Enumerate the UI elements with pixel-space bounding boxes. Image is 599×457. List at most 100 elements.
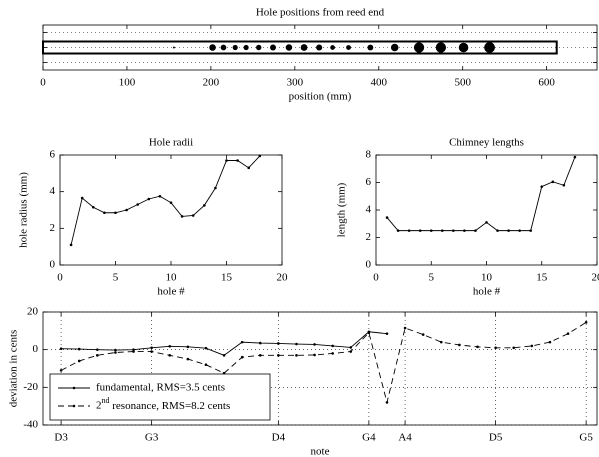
point <box>418 229 422 232</box>
point <box>258 341 262 345</box>
y-tick-label: 20 <box>27 306 39 318</box>
point <box>69 243 73 247</box>
point <box>186 345 190 349</box>
point <box>136 203 139 206</box>
x-tick-label: D5 <box>489 432 503 444</box>
y-tick-label: 0 <box>50 259 56 271</box>
point <box>331 344 334 348</box>
point <box>132 348 135 351</box>
y-tick-label: 0 <box>33 343 39 355</box>
point <box>441 229 444 232</box>
point <box>277 354 280 357</box>
hole <box>390 43 399 52</box>
y-tick-label: 0 <box>366 259 372 271</box>
axes-frame <box>42 311 598 426</box>
point <box>407 229 411 232</box>
legend-marker <box>72 404 76 408</box>
point <box>349 350 353 353</box>
point <box>258 354 262 357</box>
hole <box>256 44 262 51</box>
x-tick-label: G4 <box>362 432 376 444</box>
y-axis-label: hole radius (mm) <box>18 172 30 248</box>
point <box>240 340 244 344</box>
x-tick-label: 0 <box>40 77 46 89</box>
point <box>214 186 217 190</box>
point <box>584 321 588 324</box>
point <box>507 229 510 232</box>
point <box>114 351 117 354</box>
point <box>96 348 99 351</box>
x-tick-label: 5 <box>429 272 435 284</box>
axes-frame <box>375 154 598 266</box>
point <box>485 221 488 224</box>
point <box>573 155 577 159</box>
point <box>59 347 63 351</box>
point <box>540 185 544 188</box>
point <box>385 332 389 335</box>
y-tick-label: 6 <box>50 149 56 161</box>
x-tick-label: 200 <box>203 77 220 89</box>
point <box>247 166 250 170</box>
y-axis-label: deviation in cents <box>8 330 20 408</box>
point <box>429 229 433 232</box>
point <box>222 354 226 357</box>
point <box>474 229 477 232</box>
x-tick-label: 20 <box>592 272 599 284</box>
axes-frame <box>59 154 283 266</box>
y-tick-label: 6 <box>366 176 372 188</box>
point <box>313 343 316 346</box>
point <box>551 180 555 184</box>
point <box>114 348 117 352</box>
point <box>331 352 334 355</box>
hole <box>413 42 425 53</box>
point <box>530 344 534 348</box>
point <box>150 350 153 353</box>
x-tick-label: A4 <box>398 432 412 444</box>
point <box>103 211 106 215</box>
x-axis-label: note <box>311 446 330 457</box>
point <box>548 340 552 344</box>
series-line <box>61 331 388 356</box>
series-line <box>70 155 261 245</box>
x-tick-label: 600 <box>538 77 555 89</box>
point <box>158 194 162 198</box>
y-tick-label: 8 <box>366 149 372 161</box>
series-line <box>386 156 576 232</box>
legend-label: 2nd resonance, RMS=8.2 cents <box>96 396 230 411</box>
point <box>59 369 63 372</box>
point <box>203 204 206 207</box>
x-tick-label: G5 <box>579 432 593 444</box>
point <box>518 229 521 232</box>
y-tick-label: 4 <box>50 185 56 197</box>
chart: Hole positions from reed end 0 100 200 300 40… <box>40 7 598 103</box>
point <box>403 326 407 330</box>
hole <box>484 42 495 53</box>
x-axis-label: position (mm) <box>289 91 352 103</box>
point <box>80 196 84 200</box>
x-tick-label: 15 <box>536 272 548 284</box>
point <box>463 229 466 232</box>
point <box>77 347 81 351</box>
x-tick-label: D4 <box>272 432 286 444</box>
x-tick-label: 0 <box>373 272 379 284</box>
hole <box>435 42 447 53</box>
point <box>92 205 95 209</box>
hole <box>232 44 238 51</box>
y-axis-label: length (mm) <box>336 182 348 237</box>
point <box>440 340 443 344</box>
x-tick-label: 10 <box>166 272 178 284</box>
chart-title: Hole positions from reed end <box>256 7 385 19</box>
x-tick-label: D3 <box>54 432 68 444</box>
y-tick-label: 2 <box>366 231 372 243</box>
chart-title: Chimney lengths <box>449 137 524 149</box>
point <box>562 183 566 187</box>
chart: Chimney lengths 0 5 10 15 20 0 2 4 6 8 hole # length… <box>336 137 599 298</box>
point <box>458 343 461 347</box>
point <box>191 214 195 217</box>
x-axis-label: hole # <box>157 286 185 298</box>
x-tick-label: 100 <box>119 77 136 89</box>
hole <box>300 44 308 51</box>
point <box>421 333 425 336</box>
point <box>529 229 532 232</box>
point <box>150 346 153 350</box>
